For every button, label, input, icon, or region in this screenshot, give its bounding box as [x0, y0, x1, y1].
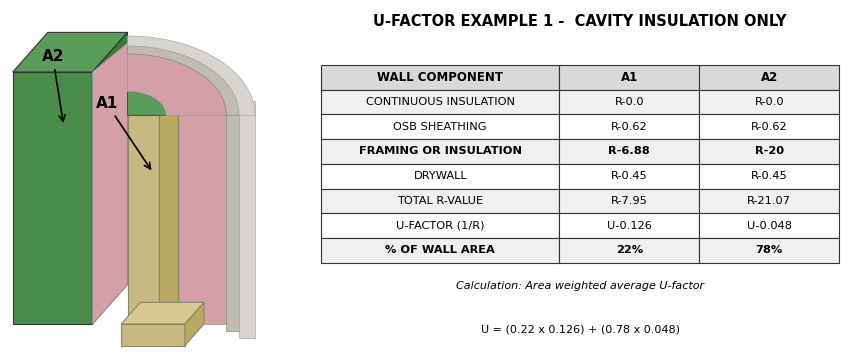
FancyBboxPatch shape [700, 189, 839, 213]
Text: R-21.07: R-21.07 [747, 196, 791, 206]
Text: R-7.95: R-7.95 [611, 196, 648, 206]
Polygon shape [226, 108, 239, 331]
FancyBboxPatch shape [321, 189, 559, 213]
Text: CONTINUOUS INSULATION: CONTINUOUS INSULATION [366, 97, 515, 107]
Polygon shape [93, 32, 128, 324]
Text: R-0.62: R-0.62 [751, 122, 788, 132]
Text: 78%: 78% [756, 246, 783, 256]
Polygon shape [184, 302, 204, 346]
FancyBboxPatch shape [321, 65, 559, 90]
FancyBboxPatch shape [700, 114, 839, 139]
FancyBboxPatch shape [321, 238, 559, 263]
Text: TOTAL R-VALUE: TOTAL R-VALUE [397, 196, 484, 206]
Text: DRYWALL: DRYWALL [413, 171, 467, 181]
Polygon shape [128, 91, 166, 115]
Text: R-0.45: R-0.45 [751, 171, 788, 181]
Text: R-0.0: R-0.0 [615, 97, 644, 107]
FancyBboxPatch shape [700, 65, 839, 90]
Text: R-0.0: R-0.0 [755, 97, 784, 107]
Polygon shape [239, 101, 255, 338]
Text: A2: A2 [42, 49, 65, 121]
Polygon shape [13, 72, 93, 324]
FancyBboxPatch shape [700, 164, 839, 189]
Text: R-0.45: R-0.45 [611, 171, 648, 181]
Polygon shape [121, 302, 204, 324]
Polygon shape [128, 115, 159, 335]
Polygon shape [128, 94, 178, 115]
Text: A1: A1 [620, 71, 638, 84]
FancyBboxPatch shape [559, 238, 700, 263]
FancyBboxPatch shape [559, 139, 700, 164]
Polygon shape [93, 43, 128, 324]
FancyBboxPatch shape [321, 90, 559, 114]
Text: WALL COMPONENT: WALL COMPONENT [377, 71, 503, 84]
FancyBboxPatch shape [559, 114, 700, 139]
FancyBboxPatch shape [321, 164, 559, 189]
Polygon shape [13, 32, 128, 72]
Text: OSB SHEATHING: OSB SHEATHING [394, 122, 487, 132]
Text: Calculation: Area weighted average U-factor: Calculation: Area weighted average U-fac… [456, 281, 704, 291]
FancyBboxPatch shape [321, 114, 559, 139]
FancyBboxPatch shape [321, 139, 559, 164]
Text: U-0.126: U-0.126 [607, 221, 652, 231]
Text: % OF WALL AREA: % OF WALL AREA [385, 246, 495, 256]
Polygon shape [128, 54, 226, 115]
FancyBboxPatch shape [559, 164, 700, 189]
Text: R-0.62: R-0.62 [611, 122, 648, 132]
FancyBboxPatch shape [700, 213, 839, 238]
Text: U-0.048: U-0.048 [747, 221, 791, 231]
Text: 22%: 22% [615, 246, 643, 256]
FancyBboxPatch shape [559, 213, 700, 238]
Polygon shape [159, 94, 178, 335]
Text: U-FACTOR (1/R): U-FACTOR (1/R) [396, 221, 484, 231]
FancyBboxPatch shape [700, 90, 839, 114]
Text: FRAMING OR INSULATION: FRAMING OR INSULATION [359, 147, 522, 157]
Text: R-20: R-20 [755, 147, 784, 157]
Text: A2: A2 [761, 71, 778, 84]
Polygon shape [121, 324, 184, 346]
Text: U = (0.22 x 0.126) + (0.78 x 0.048): U = (0.22 x 0.126) + (0.78 x 0.048) [480, 324, 680, 334]
Polygon shape [128, 36, 255, 115]
Text: R-6.88: R-6.88 [609, 147, 650, 157]
Polygon shape [128, 46, 239, 115]
Text: A1: A1 [95, 96, 150, 169]
FancyBboxPatch shape [559, 65, 700, 90]
Polygon shape [178, 115, 226, 324]
FancyBboxPatch shape [559, 189, 700, 213]
FancyBboxPatch shape [321, 213, 559, 238]
Text: U-FACTOR EXAMPLE 1 -  CAVITY INSULATION ONLY: U-FACTOR EXAMPLE 1 - CAVITY INSULATION O… [373, 14, 787, 29]
FancyBboxPatch shape [559, 90, 700, 114]
FancyBboxPatch shape [700, 238, 839, 263]
FancyBboxPatch shape [700, 139, 839, 164]
